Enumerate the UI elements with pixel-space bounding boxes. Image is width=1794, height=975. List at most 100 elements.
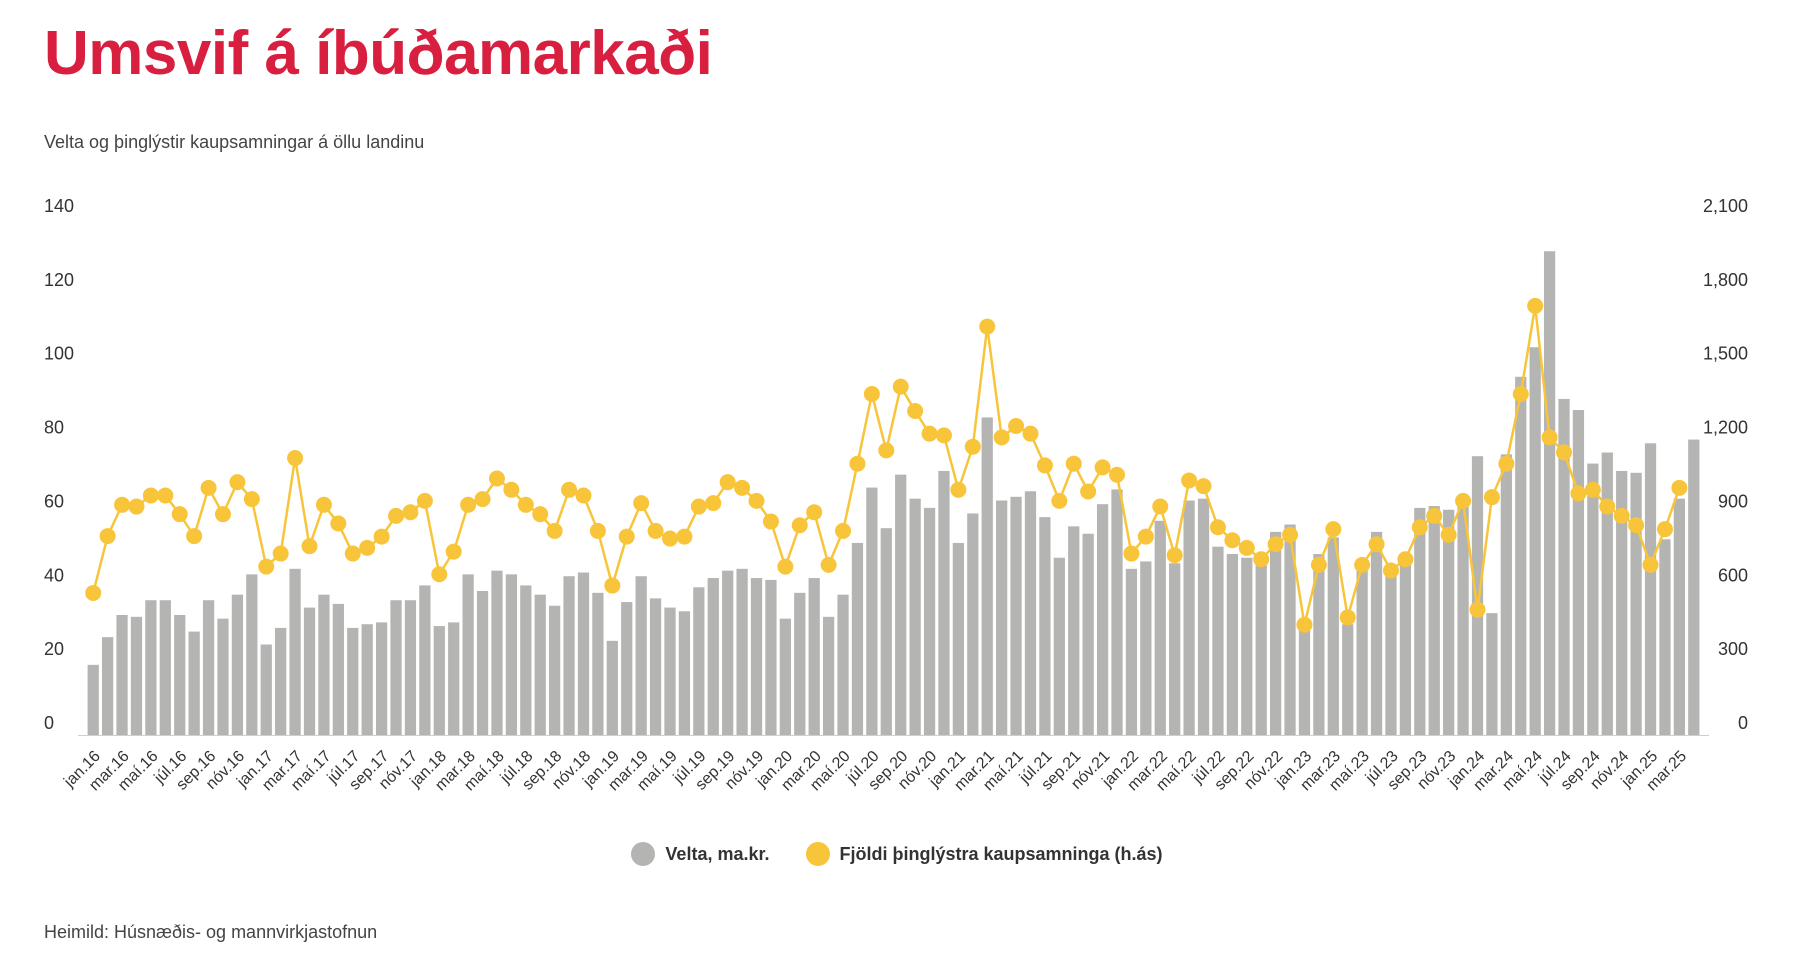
line-point	[186, 528, 203, 545]
bar	[1688, 439, 1700, 735]
line-point	[777, 558, 794, 575]
bar	[159, 600, 171, 735]
bar	[1543, 251, 1556, 736]
line-point	[734, 479, 751, 496]
line-point	[950, 481, 967, 498]
line-point	[575, 487, 592, 504]
bar	[260, 644, 272, 735]
line-point	[388, 507, 405, 524]
line-point	[1094, 459, 1111, 476]
bar	[188, 631, 200, 735]
bar	[1068, 526, 1080, 735]
line-point	[604, 577, 621, 594]
chart-subtitle: Velta og þinglýstir kaupsamningar á öllu…	[44, 132, 425, 152]
bar	[779, 618, 791, 735]
bar	[145, 600, 157, 735]
line-point	[561, 481, 578, 498]
line-point	[1325, 521, 1342, 538]
line-point	[1354, 556, 1371, 573]
line-point	[214, 506, 231, 523]
line-point	[1310, 556, 1327, 573]
line-point	[863, 386, 880, 403]
line-point	[1440, 526, 1457, 543]
y-right-tick-label: 900	[1718, 491, 1748, 511]
bar	[1226, 554, 1238, 735]
y-left-tick-label: 20	[44, 639, 64, 659]
line-point	[1455, 492, 1472, 509]
bar	[1385, 572, 1397, 735]
bar	[1255, 565, 1267, 735]
line-point	[1224, 532, 1241, 549]
line-point	[546, 522, 563, 539]
y-right-tick-label: 600	[1718, 565, 1748, 585]
bar	[909, 498, 921, 735]
line-point	[993, 429, 1010, 446]
line-point	[935, 427, 952, 444]
line-point	[258, 558, 275, 575]
bar	[1197, 498, 1210, 735]
y-left-tick-label: 140	[44, 196, 74, 216]
bar	[419, 585, 431, 735]
line-point	[1656, 521, 1673, 538]
bar	[1356, 561, 1368, 735]
bar	[923, 507, 936, 735]
bar	[1111, 489, 1123, 735]
line-point	[791, 517, 808, 534]
line-point	[1469, 601, 1486, 618]
bar	[174, 614, 186, 735]
line-point	[1426, 507, 1443, 524]
source-note: Heimild: Húsnæðis- og mannvirkjastofnun	[44, 922, 378, 942]
line-point	[114, 496, 131, 513]
y-left-tick-label: 80	[44, 418, 64, 438]
bar	[433, 626, 445, 735]
bar	[1010, 496, 1022, 735]
line-point	[1282, 526, 1299, 543]
bar	[621, 602, 633, 735]
line-point	[1137, 528, 1154, 545]
bar	[332, 603, 344, 735]
bar	[851, 542, 864, 735]
bar	[635, 576, 647, 735]
line-point	[359, 539, 376, 556]
bar	[130, 616, 143, 735]
y-right-tick-label: 300	[1718, 639, 1748, 659]
bar	[318, 594, 330, 735]
line-point	[964, 438, 981, 455]
bar	[1039, 517, 1051, 735]
bar	[1457, 498, 1469, 735]
line-point	[907, 403, 924, 420]
legend: Velta, ma.kr. Fjöldi þinglýstra kaupsamn…	[0, 842, 1794, 866]
bar	[1270, 531, 1282, 735]
bar	[664, 607, 676, 735]
bar	[1241, 557, 1253, 735]
page-title: Umsvif á íbúðamarkaði	[44, 19, 713, 88]
line-point	[445, 543, 462, 560]
bar	[1659, 539, 1671, 735]
line-point	[633, 495, 650, 512]
bar	[563, 576, 575, 735]
y-right-tick-label: 2,100	[1703, 196, 1748, 216]
line-point	[503, 481, 520, 498]
legend-label-velta: Velta, ma.kr.	[665, 843, 770, 864]
bar	[1313, 554, 1325, 735]
y-left-tick-label: 0	[44, 713, 54, 733]
line-point	[1339, 609, 1356, 626]
bar	[736, 568, 748, 735]
bar	[476, 590, 489, 735]
legend-label-kaupsamningar: Fjöldi þinglýstra kaupsamninga (h.ás)	[839, 843, 1163, 864]
line-point	[719, 474, 736, 491]
line-point	[287, 450, 304, 467]
line-point	[488, 470, 505, 487]
line-point	[892, 378, 909, 395]
bar	[549, 605, 561, 735]
bar	[822, 616, 835, 735]
bar	[938, 470, 950, 735]
y-right-tick-label: 0	[1738, 713, 1748, 733]
bar	[1529, 347, 1541, 735]
line-point	[1397, 551, 1414, 568]
bar	[1096, 504, 1109, 735]
y-left-tick-label: 120	[44, 270, 74, 290]
line-point	[1411, 519, 1428, 536]
line-point	[431, 566, 448, 583]
bar	[1154, 520, 1166, 735]
